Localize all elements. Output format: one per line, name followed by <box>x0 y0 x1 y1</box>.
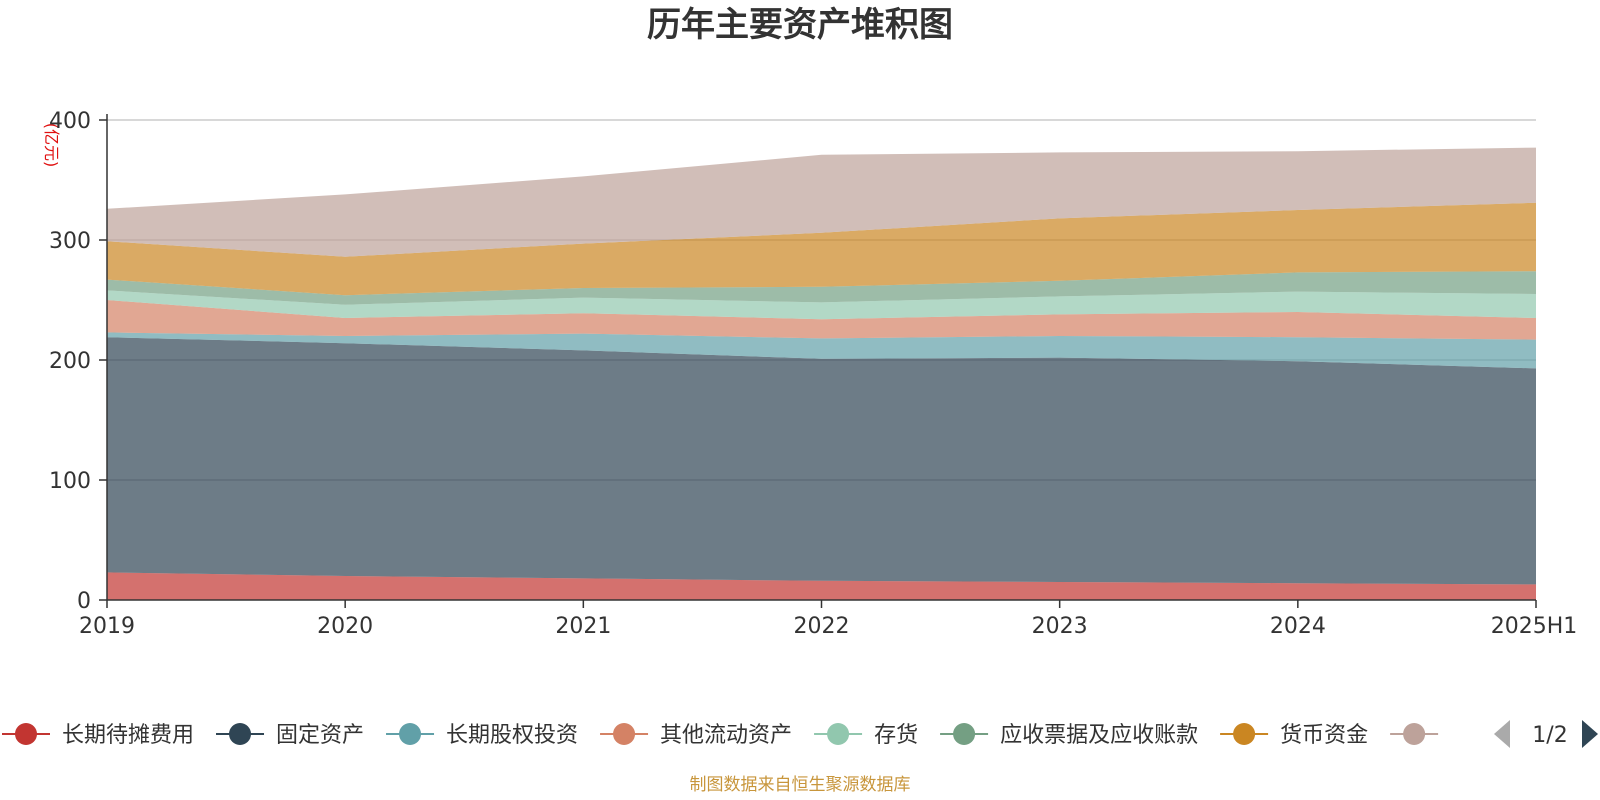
series-area-长期待摊费用 <box>107 572 1536 600</box>
x-tick-label: 2024 <box>1270 614 1326 639</box>
x-tick-label: 2025H1 <box>1491 614 1578 639</box>
legend-item-其他流动资产[interactable]: 其他流动资产 <box>600 723 792 748</box>
legend-label: 固定资产 <box>276 723 364 748</box>
legend-label: 应收票据及应收账款 <box>1000 723 1198 748</box>
legend-label: 长期股权投资 <box>446 723 578 748</box>
x-tick-label: 2019 <box>79 614 135 639</box>
legend-marker <box>229 723 252 745</box>
legend-item-长期股权投资[interactable]: 长期股权投资 <box>386 723 578 748</box>
series-area-长期股权投资 <box>107 332 1536 369</box>
legend-marker <box>1403 723 1426 745</box>
x-tick-label: 2023 <box>1032 614 1088 639</box>
legend-item-应收票据及应收账款[interactable]: 应收票据及应收账款 <box>940 723 1198 748</box>
legend-marker <box>399 723 422 745</box>
legend-item-存货[interactable]: 存货 <box>814 723 918 748</box>
legend-label: 长期待摊费用 <box>62 723 194 748</box>
legend-marker <box>613 723 636 745</box>
series-area-应收票据及应收账款 <box>107 271 1536 305</box>
legend-label: 货币资金 <box>1280 723 1368 748</box>
series-area-货币资金 <box>107 202 1536 296</box>
axes: 0 100 200 300 400 2019 2020 2021 2022 2023 2024 202… <box>49 109 1577 639</box>
legend-label: 存货 <box>874 723 918 748</box>
legend-marker <box>1233 723 1256 745</box>
series-area-存货 <box>107 290 1536 320</box>
x-tick-label: 2022 <box>794 614 850 639</box>
legend-item-货币资金[interactable]: 货币资金 <box>1220 723 1368 748</box>
legend-item-长期待摊费用[interactable]: 长期待摊费用 <box>2 723 194 748</box>
y-tick-label: 300 <box>49 229 91 254</box>
legend-marker <box>827 723 850 745</box>
legend-next-page-icon[interactable] <box>1582 720 1598 748</box>
y-tick-label: 0 <box>77 589 91 614</box>
legend-marker <box>15 723 37 745</box>
legend-marker <box>953 723 976 745</box>
series-area-other <box>107 147 1536 257</box>
legend-item-other[interactable] <box>1390 723 1439 745</box>
y-tick-label: 400 <box>49 109 91 134</box>
series-area-固定资产 <box>107 337 1536 585</box>
x-tick-label: 2021 <box>555 614 611 639</box>
y-tick-label: 100 <box>49 469 91 494</box>
legend: 长期待摊费用 固定资产 长期股权投资 其他流动资产 存货 应收票据及应收账款 货币资金 <box>2 723 1439 748</box>
legend-page-indicator: 1/2 <box>1532 723 1567 748</box>
legend-prev-page-icon[interactable] <box>1494 720 1510 748</box>
legend-label: 其他流动资产 <box>660 723 792 748</box>
legend-item-固定资产[interactable]: 固定资产 <box>216 723 364 748</box>
y-axis-unit: (亿元) <box>42 123 61 168</box>
x-tick-label: 2020 <box>317 614 373 639</box>
area-series <box>107 147 1536 600</box>
y-tick-label: 200 <box>49 349 91 374</box>
legend-pager: 1/2 <box>1494 720 1598 748</box>
series-area-其他流动资产 <box>107 300 1536 340</box>
chart-title: 历年主要资产堆积图 <box>647 5 953 45</box>
data-source-note: 制图数据来自恒生聚源数据库 <box>690 775 911 795</box>
